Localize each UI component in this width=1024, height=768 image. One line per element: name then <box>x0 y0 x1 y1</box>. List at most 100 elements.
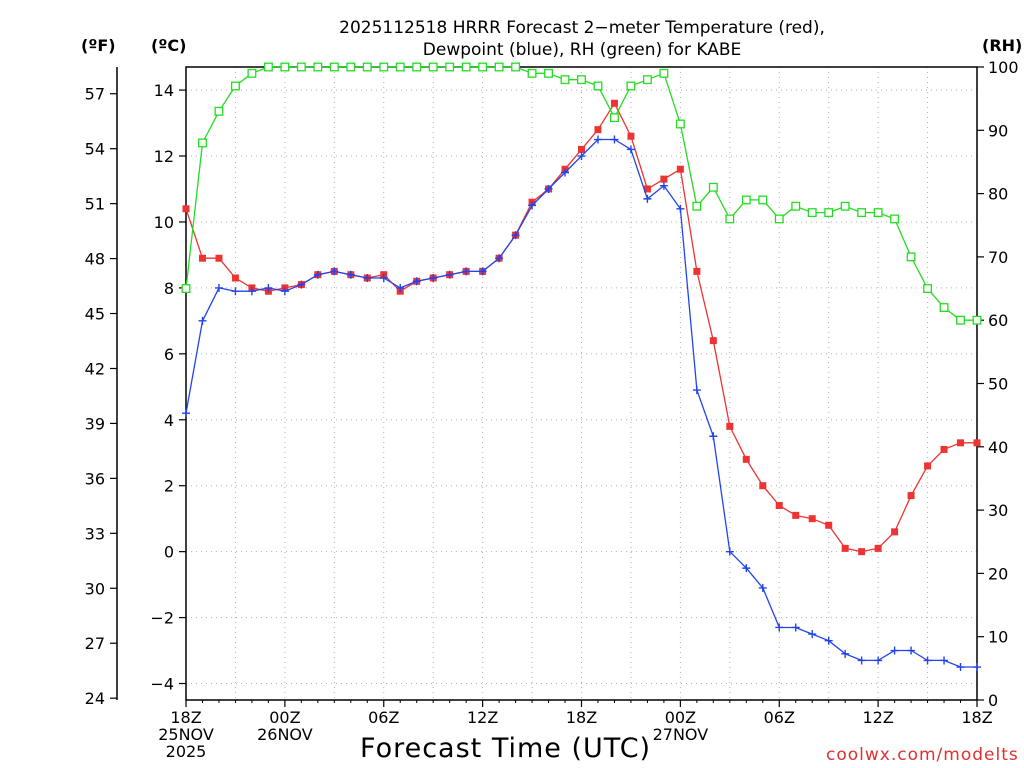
temperature-point <box>891 528 899 536</box>
rh-point <box>857 208 867 218</box>
temperature-point <box>660 175 668 183</box>
temperature-point <box>643 185 651 193</box>
dewpoint-point <box>758 583 767 592</box>
dewpoint-point <box>643 194 652 203</box>
dewpoint-point <box>791 623 800 632</box>
rh-point <box>659 68 669 78</box>
dewpoint-point <box>544 184 553 193</box>
dewpoint-point <box>841 649 850 658</box>
dewpoint-point <box>742 564 751 573</box>
fahrenheit-tick-label: 24 <box>85 689 105 708</box>
dewpoint-point <box>363 274 372 282</box>
temperature-point <box>924 462 932 470</box>
rh-tick-label: 40 <box>988 438 1008 457</box>
dewpoint-point <box>429 274 438 282</box>
temperature-point <box>198 254 206 262</box>
rh-tick-label: 90 <box>988 121 1008 140</box>
dewpoint-point <box>676 204 685 213</box>
dewpoint-point <box>264 283 273 292</box>
temperature-point <box>759 482 767 490</box>
rh-tick-label: 50 <box>988 375 1008 394</box>
dewpoint-point <box>775 623 784 632</box>
rh-point <box>890 214 900 224</box>
rh-tick-label: 10 <box>988 628 1008 647</box>
rh-point <box>478 62 488 72</box>
x-tick-label: 25NOV <box>158 725 214 744</box>
rh-tick-label: 70 <box>988 248 1008 267</box>
rh-tick-label: 30 <box>988 501 1008 520</box>
dewpoint-point <box>182 409 190 418</box>
temperature-point <box>182 205 190 213</box>
dewpoint-point <box>577 152 586 161</box>
rh-point <box>313 62 323 72</box>
dewpoint-point <box>956 663 965 672</box>
rh-point <box>362 62 372 72</box>
rh-point <box>626 81 636 91</box>
temperature-point <box>693 267 701 275</box>
temperature-point <box>973 439 981 447</box>
rh-point <box>692 201 702 211</box>
temperature-point <box>578 145 585 153</box>
rh-point <box>725 214 735 224</box>
dewpoint-point <box>610 135 619 144</box>
rh-point <box>939 303 949 312</box>
temperature-point <box>610 99 618 107</box>
dewpoint-point <box>297 280 306 289</box>
fahrenheit-tick-label: 30 <box>85 579 105 598</box>
rh-point <box>263 62 273 72</box>
rh-tick-label: 80 <box>988 185 1008 204</box>
rh-point <box>956 315 965 325</box>
rh-point <box>758 195 768 205</box>
celsius-tick-label: 4 <box>164 411 174 430</box>
dewpoint-point <box>214 283 223 292</box>
rh-tick-label: 100 <box>988 58 1019 77</box>
fahrenheit-tick-label: 48 <box>85 250 105 269</box>
temperature-point <box>858 548 866 556</box>
temperature-point <box>215 254 223 262</box>
dewpoint-point <box>874 656 883 665</box>
dewpoint-point <box>396 283 405 292</box>
rh-point <box>461 62 471 72</box>
dewpoint-point <box>973 663 981 672</box>
dewpoint-point <box>824 636 833 645</box>
dewpoint-point <box>709 432 718 441</box>
dewpoint-point <box>330 267 339 276</box>
fahrenheit-tick-label: 57 <box>85 85 105 104</box>
x-tick-label: 18Z <box>566 708 597 727</box>
temperature-point <box>907 492 915 500</box>
dewpoint-point <box>808 630 817 639</box>
dewpoint-point <box>445 270 454 279</box>
temperature-point <box>792 511 800 519</box>
celsius-tick-label: 12 <box>154 147 174 166</box>
temperature-point <box>231 274 239 282</box>
celsius-tick-label: 6 <box>164 345 174 364</box>
rh-point <box>824 208 834 218</box>
dewpoint-point <box>692 386 701 395</box>
celsius-tick-label: −4 <box>150 675 174 694</box>
rh-point <box>527 68 537 78</box>
dewpoint-point <box>462 267 471 276</box>
source-credit: coolwx.com/modelts <box>826 745 1019 765</box>
x-tick-label: 26NOV <box>257 725 313 744</box>
x-tick-label: 12Z <box>862 708 893 727</box>
dewpoint-point <box>725 547 734 556</box>
x-tick-label: 12Z <box>467 708 498 727</box>
fahrenheit-tick-label: 42 <box>85 359 105 378</box>
x-tick-label: 06Z <box>368 708 399 727</box>
rh-point <box>593 81 603 91</box>
chart-title-line-2: Dewpoint (blue), RH (green) for KABE <box>422 40 742 60</box>
fahrenheit-axis-unit: (ºF) <box>81 36 116 55</box>
rh-point <box>296 62 306 72</box>
dewpoint-point <box>561 168 570 177</box>
fahrenheit-tick-label: 54 <box>85 140 105 159</box>
rh-point <box>544 68 553 78</box>
temperature-point <box>676 165 684 173</box>
plot-frame <box>185 66 978 701</box>
rh-point <box>610 113 619 123</box>
dewpoint-point <box>528 201 537 210</box>
rh-point <box>214 106 224 116</box>
celsius-tick-label: 14 <box>154 81 174 100</box>
rh-point <box>379 62 389 72</box>
dewpoint-point <box>346 270 355 279</box>
dewpoint-point <box>247 287 256 296</box>
